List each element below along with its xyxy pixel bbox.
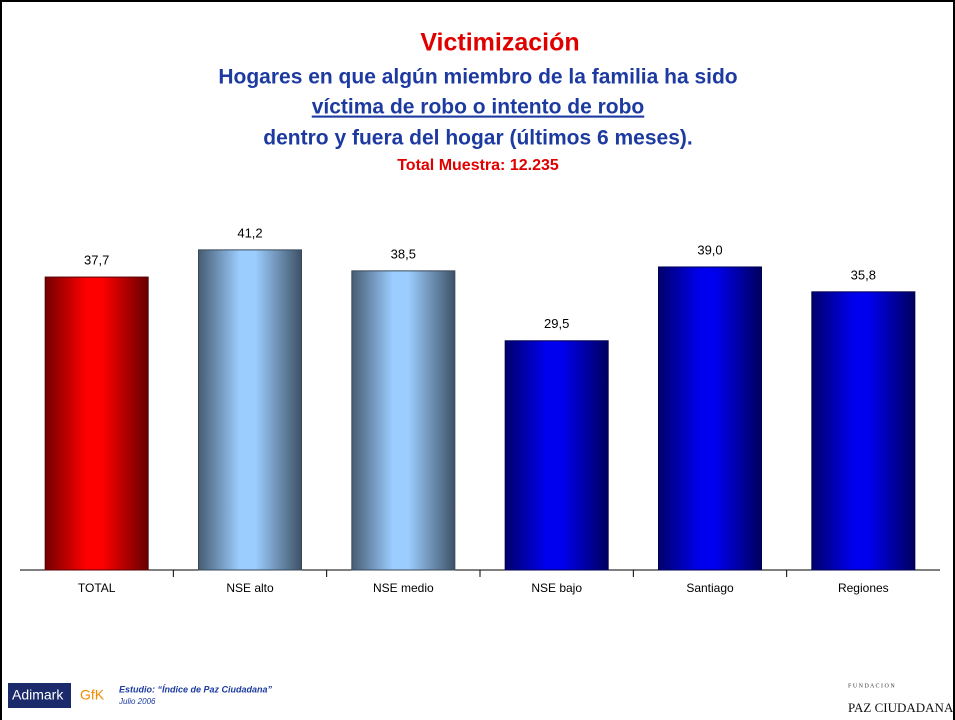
brand-box	[71, 683, 115, 708]
bar	[44, 276, 149, 571]
brand: Adimark	[12, 687, 64, 703]
x-tick-label: Regiones	[838, 581, 889, 595]
value-label: 38,5	[391, 246, 416, 261]
x-tick-label: Santiago	[686, 581, 734, 595]
bar	[658, 266, 762, 571]
bar	[351, 270, 456, 571]
subtitle: Hogares en que algún miembro de la famil…	[218, 66, 737, 89]
sample-size: Total Muestra: 12.235	[397, 157, 559, 174]
value-label: 41,2	[237, 225, 262, 240]
date: Julio 2006	[118, 697, 156, 706]
bar	[504, 340, 609, 571]
value-label: 37,7	[84, 253, 109, 268]
foundation: F U N D A C I O N	[848, 683, 895, 689]
value-label: 29,5	[544, 316, 569, 331]
x-tick-label: NSE alto	[226, 581, 274, 595]
x-tick-label: TOTAL	[78, 581, 116, 595]
subtitle: víctima de robo o intento de robo	[312, 96, 645, 119]
bar	[198, 249, 302, 571]
bar	[811, 291, 916, 571]
x-tick-label: NSE medio	[373, 581, 434, 595]
x-tick-label: NSE bajo	[531, 581, 582, 595]
subtitle: dentro y fuera del hogar (últimos 6 mese…	[263, 127, 692, 150]
study: Estudio: “Índice de Paz Ciudadana”	[119, 684, 273, 694]
value-label: 35,8	[851, 267, 876, 282]
brand-box	[8, 683, 71, 708]
chart-title: Victimización	[420, 29, 579, 57]
organization: PAZ CIUDADANA	[848, 700, 954, 715]
value-label: 39,0	[697, 242, 722, 257]
brand: GfK	[80, 687, 105, 703]
